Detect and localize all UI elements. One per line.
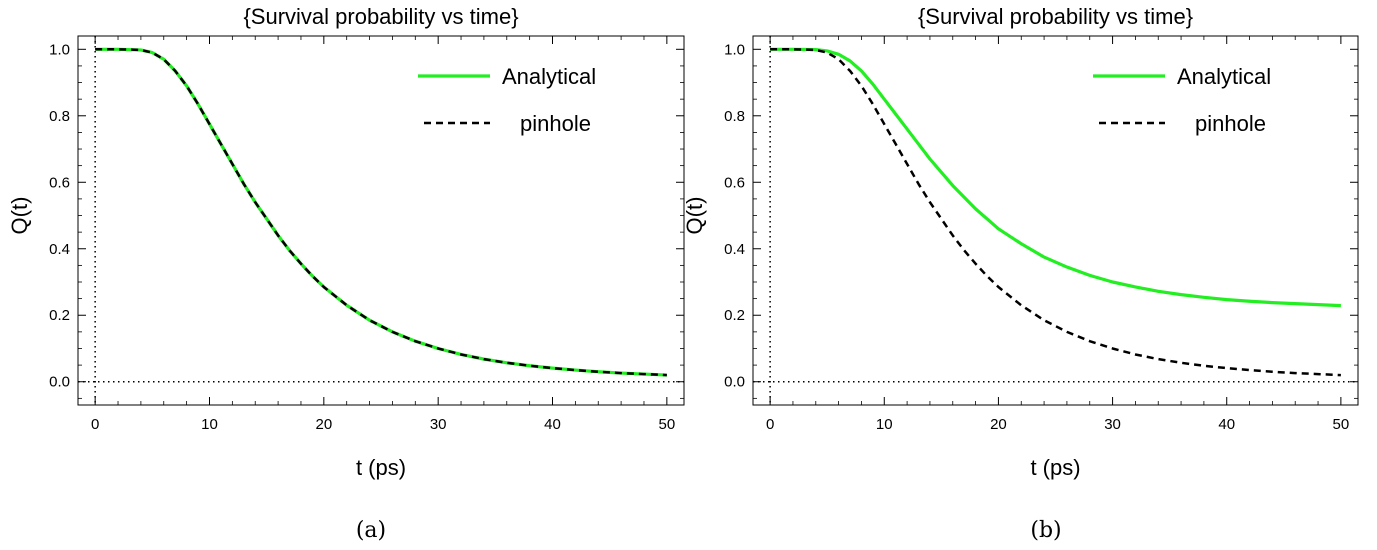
x-tick-label: 20: [315, 416, 332, 433]
series-line-pinhole: [770, 48, 1341, 377]
x-tick-label: 40: [1218, 416, 1235, 433]
x-axis-label: t (ps): [1030, 455, 1080, 480]
y-tick-label: 0.4: [49, 241, 70, 258]
y-tick-label: 0.0: [49, 374, 70, 391]
x-tick-label: 10: [201, 416, 218, 433]
y-tick-label: 0.6: [724, 174, 745, 191]
chart-title: {Survival probability vs time}: [918, 4, 1193, 29]
y-tick-label: 0.4: [724, 241, 745, 258]
x-tick-label: 30: [430, 416, 447, 433]
x-tick-label: 0: [766, 416, 774, 433]
x-tick-label: 0: [91, 416, 99, 433]
y-tick-label: 0.2: [724, 307, 745, 324]
plot-frame: [77, 35, 685, 406]
x-tick-label: 40: [544, 416, 561, 433]
chart-title: {Survival probability vs time}: [243, 4, 518, 29]
legend-label-pinhole: pinhole: [1195, 111, 1266, 136]
x-axis-label: t (ps): [356, 455, 406, 480]
legend-label-analytical: Analytical: [502, 64, 596, 89]
y-tick-label: 0.2: [49, 307, 70, 324]
series-line-analytical: [770, 47, 1341, 308]
y-tick-label: 0.0: [724, 374, 745, 391]
series-line-pinhole: [95, 48, 667, 377]
y-axis-label: Q(t): [682, 197, 707, 235]
y-tick-label: 0.6: [49, 174, 70, 191]
y-tick-label: 1.0: [724, 41, 745, 58]
x-tick-label: 20: [990, 416, 1007, 433]
x-tick-label: 50: [1333, 416, 1350, 433]
y-tick-label: 0.8: [49, 108, 70, 125]
x-tick-label: 30: [1104, 416, 1121, 433]
chart-panel-a: {Survival probability vs time} 0 10 20 30 40 5…: [7, 4, 685, 543]
x-tick-label: 50: [659, 416, 676, 433]
legend-label-analytical: Analytical: [1177, 64, 1271, 89]
x-tick-label: 10: [876, 416, 893, 433]
y-tick-label: 0.8: [724, 108, 745, 125]
legend-label-pinhole: pinhole: [520, 111, 591, 136]
figure-caption: (a): [356, 518, 386, 543]
figure-caption: (b): [1030, 518, 1061, 543]
y-axis-label: Q(t): [7, 197, 32, 235]
plot-frame: [752, 35, 1359, 406]
y-tick-label: 1.0: [49, 41, 70, 58]
series-line-analytical: [95, 47, 667, 377]
chart-panel-b: {Survival probability vs time} 0 10 20 30 40 5…: [682, 4, 1359, 543]
